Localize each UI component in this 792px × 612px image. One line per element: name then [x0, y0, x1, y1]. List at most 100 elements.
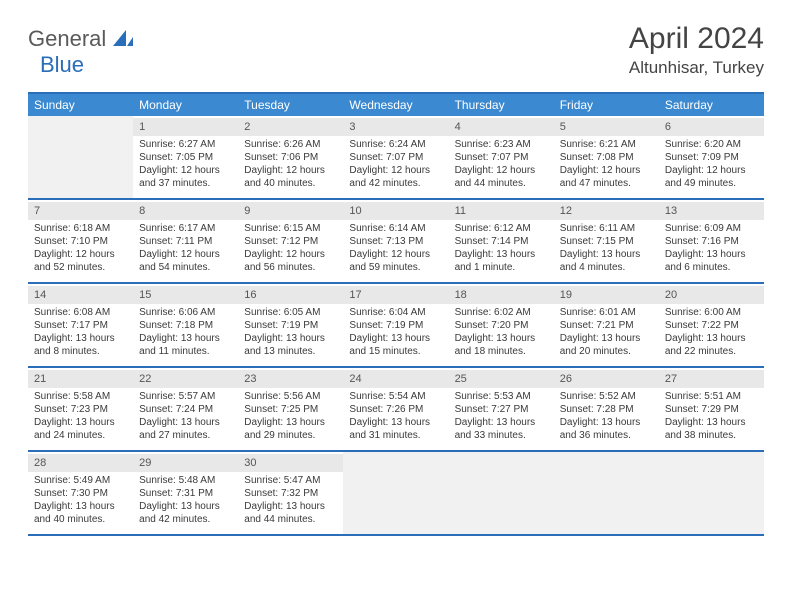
daylight-line: and 42 minutes.: [349, 177, 442, 190]
day-details: Sunrise: 6:20 AMSunset: 7:09 PMDaylight:…: [663, 138, 760, 190]
day-number: 7: [28, 202, 133, 220]
sunset-line: Sunset: 7:30 PM: [34, 487, 127, 500]
daylight-line: Daylight: 13 hours: [34, 416, 127, 429]
day-cell: 29 Sunrise: 5:48 AMSunset: 7:31 PMDayligh…: [133, 452, 238, 534]
daylight-line: and 1 minute.: [455, 261, 548, 274]
day-details: Sunrise: 6:09 AMSunset: 7:16 PMDaylight:…: [663, 222, 760, 274]
sunrise-line: Sunrise: 6:17 AM: [139, 222, 232, 235]
daylight-line: Daylight: 12 hours: [349, 248, 442, 261]
day-cell: 8 Sunrise: 6:17 AMSunset: 7:11 PMDaylight…: [133, 200, 238, 282]
sunset-line: Sunset: 7:21 PM: [560, 319, 653, 332]
sunset-line: Sunset: 7:23 PM: [34, 403, 127, 416]
day-number: 12: [554, 202, 659, 220]
day-number: 4: [449, 118, 554, 136]
day-number: 29: [133, 454, 238, 472]
day-details: Sunrise: 6:27 AMSunset: 7:05 PMDaylight:…: [137, 138, 234, 190]
daylight-line: and 36 minutes.: [560, 429, 653, 442]
sunrise-line: Sunrise: 5:47 AM: [244, 474, 337, 487]
day-cell: 30 Sunrise: 5:47 AMSunset: 7:32 PMDayligh…: [238, 452, 343, 534]
sunrise-line: Sunrise: 5:52 AM: [560, 390, 653, 403]
day-cell: 3Sunrise: 6:24 AMSunset: 7:07 PMDaylight…: [343, 116, 448, 198]
sunset-line: Sunset: 7:10 PM: [34, 235, 127, 248]
day-cell: 28Sunrise: 5:49 AMSunset: 7:30 PMDayligh…: [28, 452, 133, 534]
day-cell: 18 Sunrise: 6:02 AMSunset: 7:20 PMDayligh…: [449, 284, 554, 366]
daylight-line: Daylight: 12 hours: [244, 248, 337, 261]
calendar-week-row: 21Sunrise: 5:58 AMSunset: 7:23 PMDayligh…: [28, 368, 764, 452]
calendar-week-row: 1Sunrise: 6:27 AMSunset: 7:05 PMDaylight…: [28, 116, 764, 200]
empty-cell: [659, 452, 764, 534]
sunset-line: Sunset: 7:11 PM: [139, 235, 232, 248]
day-cell: 9Sunrise: 6:15 AMSunset: 7:12 PMDaylight…: [238, 200, 343, 282]
daylight-line: Daylight: 13 hours: [244, 416, 337, 429]
sunrise-line: Sunrise: 5:57 AM: [139, 390, 232, 403]
sunrise-line: Sunrise: 6:21 AM: [560, 138, 653, 151]
daylight-line: and 15 minutes.: [349, 345, 442, 358]
sunrise-line: Sunrise: 6:20 AM: [665, 138, 758, 151]
sunrise-line: Sunrise: 6:08 AM: [34, 306, 127, 319]
sunset-line: Sunset: 7:25 PM: [244, 403, 337, 416]
day-details: Sunrise: 5:47 AMSunset: 7:32 PMDaylight:…: [242, 474, 339, 526]
sunrise-line: Sunrise: 6:26 AM: [244, 138, 337, 151]
day-details: Sunrise: 6:12 AMSunset: 7:14 PMDaylight:…: [453, 222, 550, 274]
daylight-line: and 40 minutes.: [34, 513, 127, 526]
sunrise-line: Sunrise: 6:18 AM: [34, 222, 127, 235]
day-details: Sunrise: 6:01 AMSunset: 7:21 PMDaylight:…: [558, 306, 655, 358]
sunrise-line: Sunrise: 6:24 AM: [349, 138, 442, 151]
day-details: Sunrise: 6:17 AMSunset: 7:11 PMDaylight:…: [137, 222, 234, 274]
day-number: 18: [449, 286, 554, 304]
daylight-line: and 11 minutes.: [139, 345, 232, 358]
day-cell: 22Sunrise: 5:57 AMSunset: 7:24 PMDayligh…: [133, 368, 238, 450]
weekday-header: Monday: [133, 94, 238, 116]
empty-cell: [449, 452, 554, 534]
sunset-line: Sunset: 7:09 PM: [665, 151, 758, 164]
sunrise-line: Sunrise: 6:05 AM: [244, 306, 337, 319]
weekday-header: Wednesday: [343, 94, 448, 116]
day-details: Sunrise: 5:49 AMSunset: 7:30 PMDaylight:…: [32, 474, 129, 526]
daylight-line: and 20 minutes.: [560, 345, 653, 358]
day-number: 26: [554, 370, 659, 388]
sunrise-line: Sunrise: 6:04 AM: [349, 306, 442, 319]
weekday-header: Thursday: [449, 94, 554, 116]
daylight-line: and 27 minutes.: [139, 429, 232, 442]
sunset-line: Sunset: 7:18 PM: [139, 319, 232, 332]
sunset-line: Sunset: 7:19 PM: [349, 319, 442, 332]
calendar-grid: Sunday Monday Tuesday Wednesday Thursday…: [28, 92, 764, 536]
daylight-line: and 47 minutes.: [560, 177, 653, 190]
daylight-line: and 13 minutes.: [244, 345, 337, 358]
daylight-line: and 40 minutes.: [244, 177, 337, 190]
day-details: Sunrise: 5:48 AMSunset: 7:31 PMDaylight:…: [137, 474, 234, 526]
daylight-line: and 24 minutes.: [34, 429, 127, 442]
sunset-line: Sunset: 7:12 PM: [244, 235, 337, 248]
weekday-header: Sunday: [28, 94, 133, 116]
daylight-line: and 59 minutes.: [349, 261, 442, 274]
daylight-line: and 44 minutes.: [244, 513, 337, 526]
daylight-line: Daylight: 12 hours: [34, 248, 127, 261]
day-details: Sunrise: 5:56 AMSunset: 7:25 PMDaylight:…: [242, 390, 339, 442]
day-cell: 12 Sunrise: 6:11 AMSunset: 7:15 PMDayligh…: [554, 200, 659, 282]
sunset-line: Sunset: 7:20 PM: [455, 319, 548, 332]
day-details: Sunrise: 5:52 AMSunset: 7:28 PMDaylight:…: [558, 390, 655, 442]
day-number: 11: [449, 202, 554, 220]
daylight-line: Daylight: 12 hours: [244, 164, 337, 177]
sunset-line: Sunset: 7:05 PM: [139, 151, 232, 164]
day-number: 13: [659, 202, 764, 220]
daylight-line: Daylight: 13 hours: [139, 500, 232, 513]
day-cell: 13 Sunrise: 6:09 AMSunset: 7:16 PMDayligh…: [659, 200, 764, 282]
day-details: Sunrise: 6:11 AMSunset: 7:15 PMDaylight:…: [558, 222, 655, 274]
day-cell: 10Sunrise: 6:14 AMSunset: 7:13 PMDayligh…: [343, 200, 448, 282]
day-cell: 27Sunrise: 5:51 AMSunset: 7:29 PMDayligh…: [659, 368, 764, 450]
day-number: 30: [238, 454, 343, 472]
sunrise-line: Sunrise: 6:27 AM: [139, 138, 232, 151]
day-details: Sunrise: 6:02 AMSunset: 7:20 PMDaylight:…: [453, 306, 550, 358]
day-details: Sunrise: 6:18 AMSunset: 7:10 PMDaylight:…: [32, 222, 129, 274]
day-number: 22: [133, 370, 238, 388]
day-cell: 2Sunrise: 6:26 AMSunset: 7:06 PMDaylight…: [238, 116, 343, 198]
sunrise-line: Sunrise: 6:09 AM: [665, 222, 758, 235]
sunrise-line: Sunrise: 6:11 AM: [560, 222, 653, 235]
day-number: 1: [133, 118, 238, 136]
day-cell: 23Sunrise: 5:56 AMSunset: 7:25 PMDayligh…: [238, 368, 343, 450]
sunrise-line: Sunrise: 6:12 AM: [455, 222, 548, 235]
day-number: 25: [449, 370, 554, 388]
day-number: 8: [133, 202, 238, 220]
daylight-line: and 54 minutes.: [139, 261, 232, 274]
